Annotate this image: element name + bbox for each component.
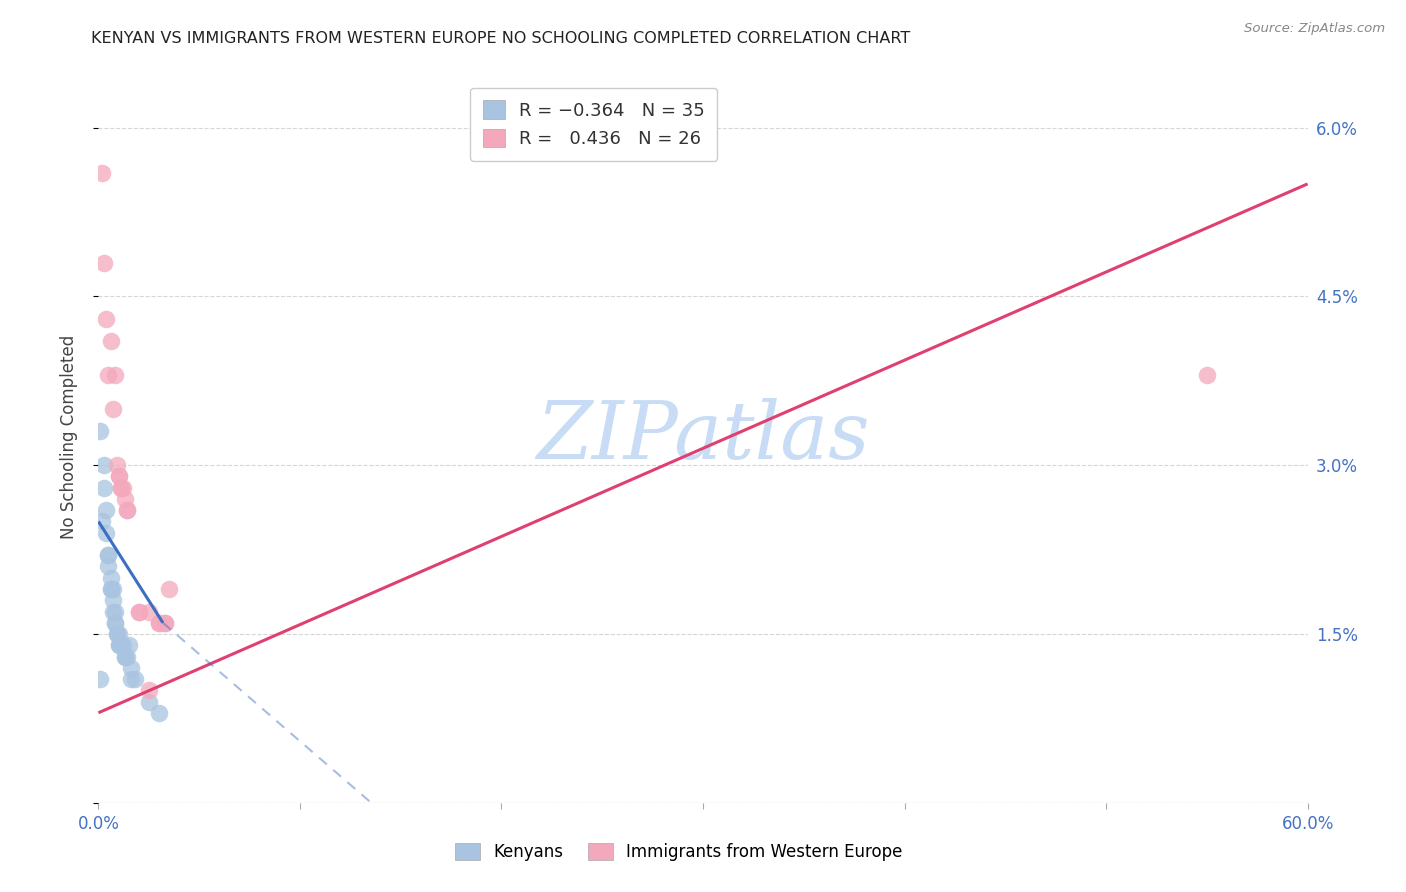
Point <box>107 469 129 483</box>
Point <box>148 706 170 720</box>
Legend: Kenyans, Immigrants from Western Europe: Kenyans, Immigrants from Western Europe <box>449 836 910 868</box>
Point <box>111 638 134 652</box>
Point <box>138 605 160 619</box>
Point <box>101 593 124 607</box>
Point <box>100 571 122 585</box>
Point <box>1195 368 1218 383</box>
Point <box>96 525 118 540</box>
Point <box>115 503 138 517</box>
Point <box>114 649 136 664</box>
Point <box>93 458 115 473</box>
Point <box>148 615 170 630</box>
Point <box>110 638 132 652</box>
Point <box>153 615 176 630</box>
Point <box>148 615 170 630</box>
Point <box>124 672 146 686</box>
Point <box>118 638 141 652</box>
Point <box>100 582 122 596</box>
Point <box>120 661 142 675</box>
Point <box>103 368 125 383</box>
Point <box>101 582 124 596</box>
Point <box>114 649 136 664</box>
Point <box>97 548 120 562</box>
Point <box>97 559 120 574</box>
Text: ZIPatlas: ZIPatlas <box>536 399 870 475</box>
Point <box>107 638 129 652</box>
Point <box>103 605 125 619</box>
Point <box>93 255 115 269</box>
Point <box>107 627 129 641</box>
Point <box>96 312 118 326</box>
Point <box>110 481 132 495</box>
Point <box>138 683 160 698</box>
Point <box>96 503 118 517</box>
Point <box>105 458 128 473</box>
Text: Source: ZipAtlas.com: Source: ZipAtlas.com <box>1244 22 1385 36</box>
Point <box>101 401 124 416</box>
Point <box>103 615 125 630</box>
Text: KENYAN VS IMMIGRANTS FROM WESTERN EUROPE NO SCHOOLING COMPLETED CORRELATION CHAR: KENYAN VS IMMIGRANTS FROM WESTERN EUROPE… <box>91 31 911 46</box>
Point <box>93 481 115 495</box>
Point <box>91 166 114 180</box>
Point <box>153 615 176 630</box>
Point <box>138 694 160 708</box>
Point <box>110 481 132 495</box>
Y-axis label: No Schooling Completed: No Schooling Completed <box>59 335 77 539</box>
Point <box>91 515 114 529</box>
Point <box>100 334 122 349</box>
Point <box>115 503 138 517</box>
Point <box>107 469 129 483</box>
Point <box>105 627 128 641</box>
Point <box>120 672 142 686</box>
Point <box>101 605 124 619</box>
Point <box>157 582 180 596</box>
Point <box>103 615 125 630</box>
Point <box>105 627 128 641</box>
Point <box>89 672 111 686</box>
Point <box>128 605 150 619</box>
Point <box>115 649 138 664</box>
Point <box>97 368 120 383</box>
Point <box>111 481 134 495</box>
Point <box>114 491 136 506</box>
Point <box>100 582 122 596</box>
Point <box>89 425 111 439</box>
Point <box>128 605 150 619</box>
Point <box>107 638 129 652</box>
Point <box>97 548 120 562</box>
